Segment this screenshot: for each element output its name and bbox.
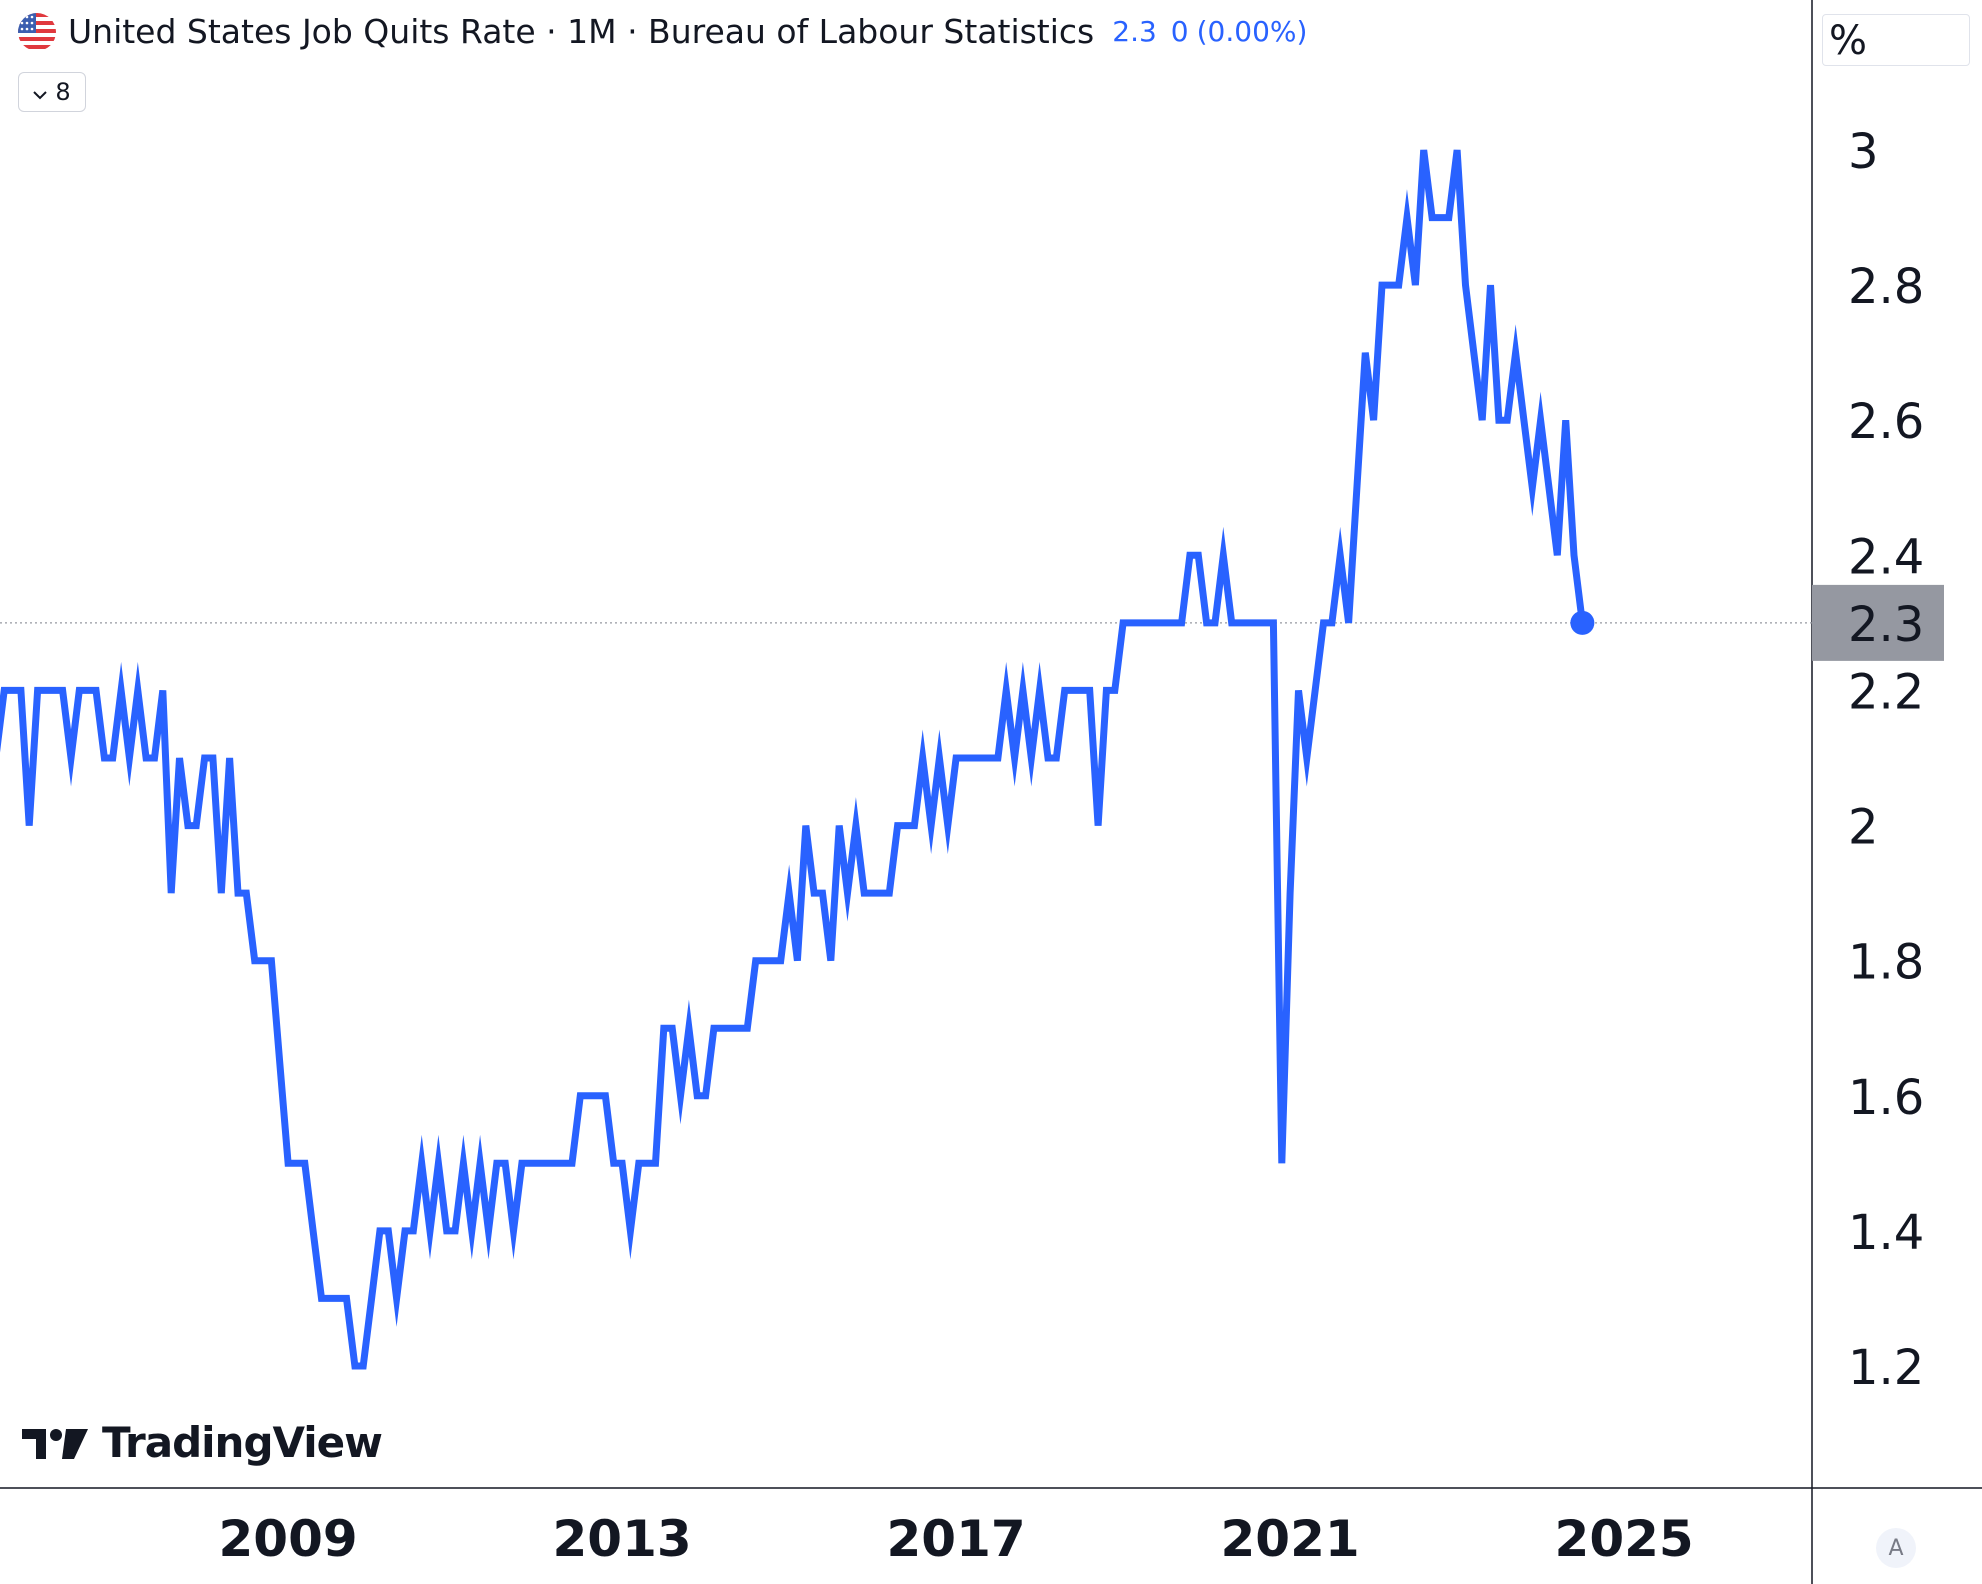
indicator-count: 8 — [55, 78, 71, 106]
last-value-label-bg — [1812, 584, 1944, 661]
auto-scale-button[interactable]: A — [1876, 1528, 1916, 1568]
x-tick-label: 2025 — [1555, 1510, 1694, 1568]
change-percent: (0.00%) — [1196, 15, 1308, 48]
x-tick-label: 2013 — [553, 1510, 692, 1568]
brand-name: TradingView — [102, 1418, 383, 1467]
x-tick-label: 2017 — [887, 1510, 1026, 1568]
y-tick-label: 3 — [1848, 124, 1879, 180]
y-tick-label: 1.4 — [1848, 1205, 1924, 1261]
tradingview-logo-icon — [22, 1428, 88, 1459]
y-tick-label: 2.6 — [1848, 394, 1924, 450]
last-value: 2.3 — [1112, 15, 1157, 48]
last-point-marker — [1570, 610, 1595, 635]
x-tick-label: 2009 — [218, 1510, 357, 1568]
last-value-label: 2.3 — [1848, 597, 1924, 653]
series-line — [0, 149, 1586, 1370]
y-tick-label: 1.2 — [1848, 1340, 1924, 1396]
y-tick-label: 2 — [1848, 800, 1879, 856]
change-value: 0 — [1170, 15, 1189, 48]
series-title: United States Job Quits Rate · 1M · Bure… — [68, 12, 1095, 51]
series-legend[interactable]: United States Job Quits Rate · 1M · Bure… — [18, 12, 1307, 51]
tradingview-logo: TradingView — [22, 1418, 383, 1467]
indicators-toggle-button[interactable]: 8 — [18, 72, 86, 112]
chevron-down-icon — [33, 78, 48, 106]
y-tick-label: 2.4 — [1848, 529, 1924, 585]
y-tick-label: 1.6 — [1848, 1070, 1924, 1126]
price-unit-label[interactable]: % — [1822, 14, 1970, 66]
y-tick-label: 2.2 — [1848, 664, 1924, 720]
y-tick-label: 1.8 — [1848, 935, 1924, 991]
y-tick-label: 2.8 — [1848, 259, 1924, 315]
us-flag-icon — [18, 12, 56, 51]
x-tick-label: 2021 — [1221, 1510, 1360, 1568]
